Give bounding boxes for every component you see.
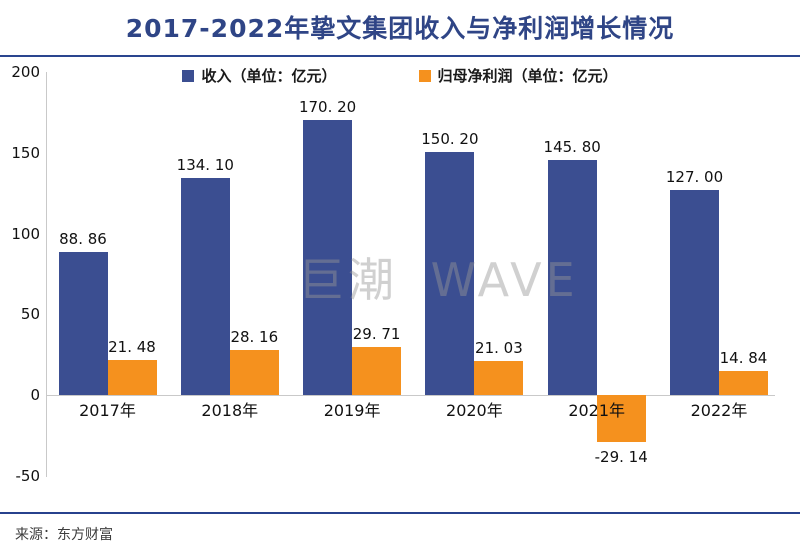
x-axis-tick-2019年: 2019年 <box>323 401 381 421</box>
legend-swatch-revenue-icon <box>182 69 195 82</box>
bar-profit-2017年 <box>107 360 157 396</box>
legend: 收入（单位：亿元） 归母净利润（单位：亿元） <box>0 65 800 86</box>
x-axis-tick-2018年: 2018年 <box>201 401 259 421</box>
y-axis-tick-0: 0 <box>30 386 40 405</box>
value-label-profit-2021年: -29. 14 <box>594 448 648 467</box>
bar-revenue-2018年 <box>180 178 230 396</box>
x-axis-tick-2020年: 2020年 <box>446 401 503 421</box>
bar-revenue-2017年 <box>58 251 108 396</box>
legend-item-profit: 归母净利润（单位：亿元） <box>418 65 618 86</box>
bar-revenue-2021年 <box>547 159 597 396</box>
value-label-profit-2017年: 21. 48 <box>108 338 156 357</box>
y-axis-tick-200: 200 <box>11 63 40 81</box>
value-label-revenue-2020年: 150. 20 <box>421 130 479 149</box>
value-label-revenue-2017年: 88. 86 <box>59 229 107 248</box>
watermark: 巨潮 WAVE <box>298 253 579 307</box>
value-label-profit-2022年: 14. 84 <box>719 349 768 368</box>
bar-revenue-2022年 <box>670 189 719 396</box>
legend-label-revenue: 收入（单位：亿元） <box>201 67 337 85</box>
legend-swatch-profit-icon <box>418 69 431 82</box>
y-axis-tick--50: -50 <box>15 467 41 485</box>
x-axis-tick-2021年: 2021年 <box>568 401 626 421</box>
x-axis-tick-2022年: 2022年 <box>690 401 748 421</box>
value-label-revenue-2019年: 170. 20 <box>298 98 357 117</box>
chart-title: 2017-2022年挚文集团收入与净利润增长情况 <box>125 14 675 43</box>
title-divider <box>0 55 800 57</box>
bar-revenue-2019年 <box>303 120 353 396</box>
value-label-profit-2018年: 28. 16 <box>230 327 279 346</box>
bar-profit-2022年 <box>719 371 768 396</box>
legend-label-profit: 归母净利润（单位：亿元） <box>437 67 618 85</box>
value-label-revenue-2021年: 145. 80 <box>543 137 601 156</box>
value-label-profit-2020年: 21. 03 <box>475 339 523 358</box>
source-label: 来源：东方财富 <box>15 527 113 543</box>
y-axis-tick-50: 50 <box>20 305 40 324</box>
y-axis-tick-150: 150 <box>11 143 40 162</box>
bar-profit-2019年 <box>352 347 402 396</box>
value-label-revenue-2018年: 134. 10 <box>176 156 234 175</box>
bar-profit-2021年 <box>596 395 646 443</box>
zero-baseline <box>46 395 775 396</box>
bar-revenue-2020年 <box>425 152 475 396</box>
y-axis-line <box>46 72 47 477</box>
value-label-revenue-2022年: 127. 00 <box>665 167 724 186</box>
footer-divider <box>0 512 800 514</box>
bar-profit-2020年 <box>474 361 524 396</box>
y-axis-tick-100: 100 <box>11 224 40 243</box>
x-axis-tick-2017年: 2017年 <box>79 401 136 421</box>
bar-profit-2018年 <box>229 349 279 396</box>
value-label-profit-2019年: 29. 71 <box>352 325 401 344</box>
legend-item-revenue: 收入（单位：亿元） <box>182 65 337 86</box>
